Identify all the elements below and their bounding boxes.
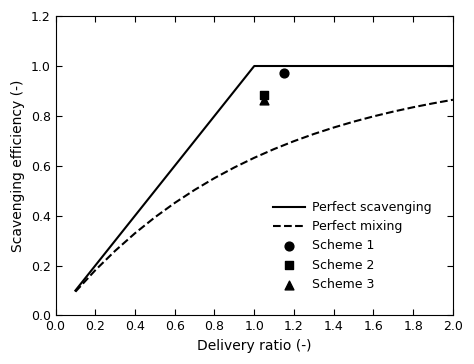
X-axis label: Delivery ratio (-): Delivery ratio (-) (197, 339, 311, 353)
Perfect mixing (172, 201, 178, 205)
Scheme 3 (260, 97, 268, 103)
Perfect mixing (231, 165, 237, 170)
Line: Perfect scavenging: Perfect scavenging (75, 66, 453, 290)
Perfect scavenging (450, 64, 456, 68)
Perfect mixing (192, 188, 198, 192)
Perfect mixing (271, 147, 277, 151)
Perfect mixing (92, 268, 98, 272)
Legend: Perfect scavenging, Perfect mixing, Scheme 1, Scheme 2, Scheme 3: Perfect scavenging, Perfect mixing, Sche… (268, 196, 437, 296)
Perfect mixing (410, 105, 416, 110)
Perfect mixing (391, 110, 396, 114)
Perfect scavenging (73, 288, 78, 293)
Line: Perfect mixing: Perfect mixing (75, 100, 453, 292)
Perfect mixing (311, 132, 317, 136)
Perfect mixing (450, 98, 456, 102)
Perfect mixing (430, 101, 436, 106)
Perfect mixing (112, 249, 118, 253)
Perfect mixing (152, 215, 158, 219)
Perfect mixing (291, 139, 297, 143)
Perfect mixing (371, 114, 376, 119)
Perfect mixing (73, 289, 78, 294)
Y-axis label: Scavenging efficiency (-): Scavenging efficiency (-) (11, 80, 25, 252)
Scheme 2 (260, 92, 268, 98)
Perfect mixing (351, 119, 356, 124)
Perfect mixing (331, 125, 337, 130)
Perfect mixing (251, 155, 257, 160)
Perfect mixing (132, 231, 138, 236)
Perfect mixing (212, 176, 218, 180)
Scheme 1 (280, 71, 288, 76)
Perfect scavenging (251, 64, 257, 68)
